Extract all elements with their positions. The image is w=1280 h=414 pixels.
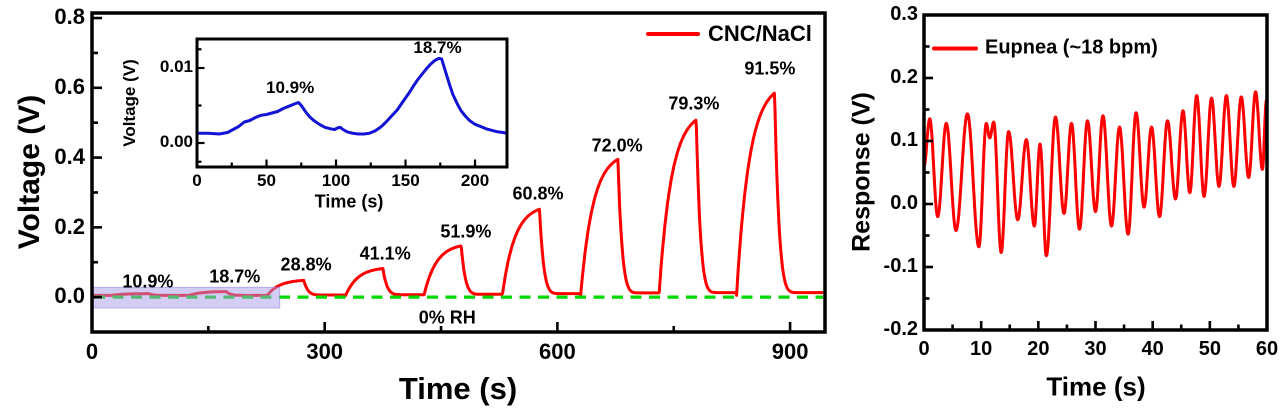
right-chart-plot-frame: [922, 13, 1269, 332]
inset-chart-plot-frame: [195, 37, 509, 169]
left-chart-plot-frame: [90, 11, 827, 334]
low-rh-highlight-region: [91, 286, 281, 309]
inset-background: [195, 37, 509, 169]
eupnea-series-line: [922, 90, 1269, 258]
inset-series-line: [195, 56, 509, 136]
